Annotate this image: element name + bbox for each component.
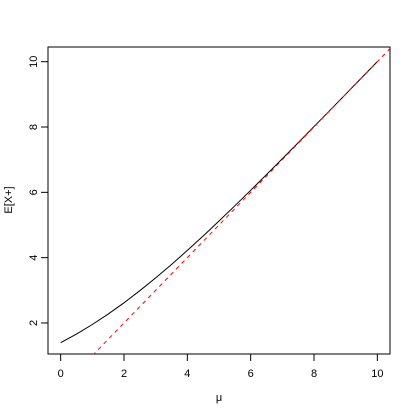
x-tick-label: 2 (121, 368, 127, 380)
x-tick-label: 6 (248, 368, 254, 380)
x-tick-label: 0 (58, 368, 64, 380)
data-line (93, 48, 390, 354)
y-tick-label: 10 (28, 56, 40, 68)
y-tick-label: 2 (28, 320, 40, 326)
y-axis-label: E[X+] (3, 186, 15, 213)
plot-frame (47, 46, 391, 355)
y-tick-label: 4 (28, 255, 40, 261)
data-line (60, 61, 378, 344)
x-tick-label: 4 (184, 368, 190, 380)
x-tick-label: 10 (371, 368, 383, 380)
x-axis-label: μ (216, 392, 222, 404)
y-tick-label: 8 (28, 124, 40, 130)
y-tick-label: 6 (28, 189, 40, 195)
x-tick-label: 8 (311, 368, 317, 380)
